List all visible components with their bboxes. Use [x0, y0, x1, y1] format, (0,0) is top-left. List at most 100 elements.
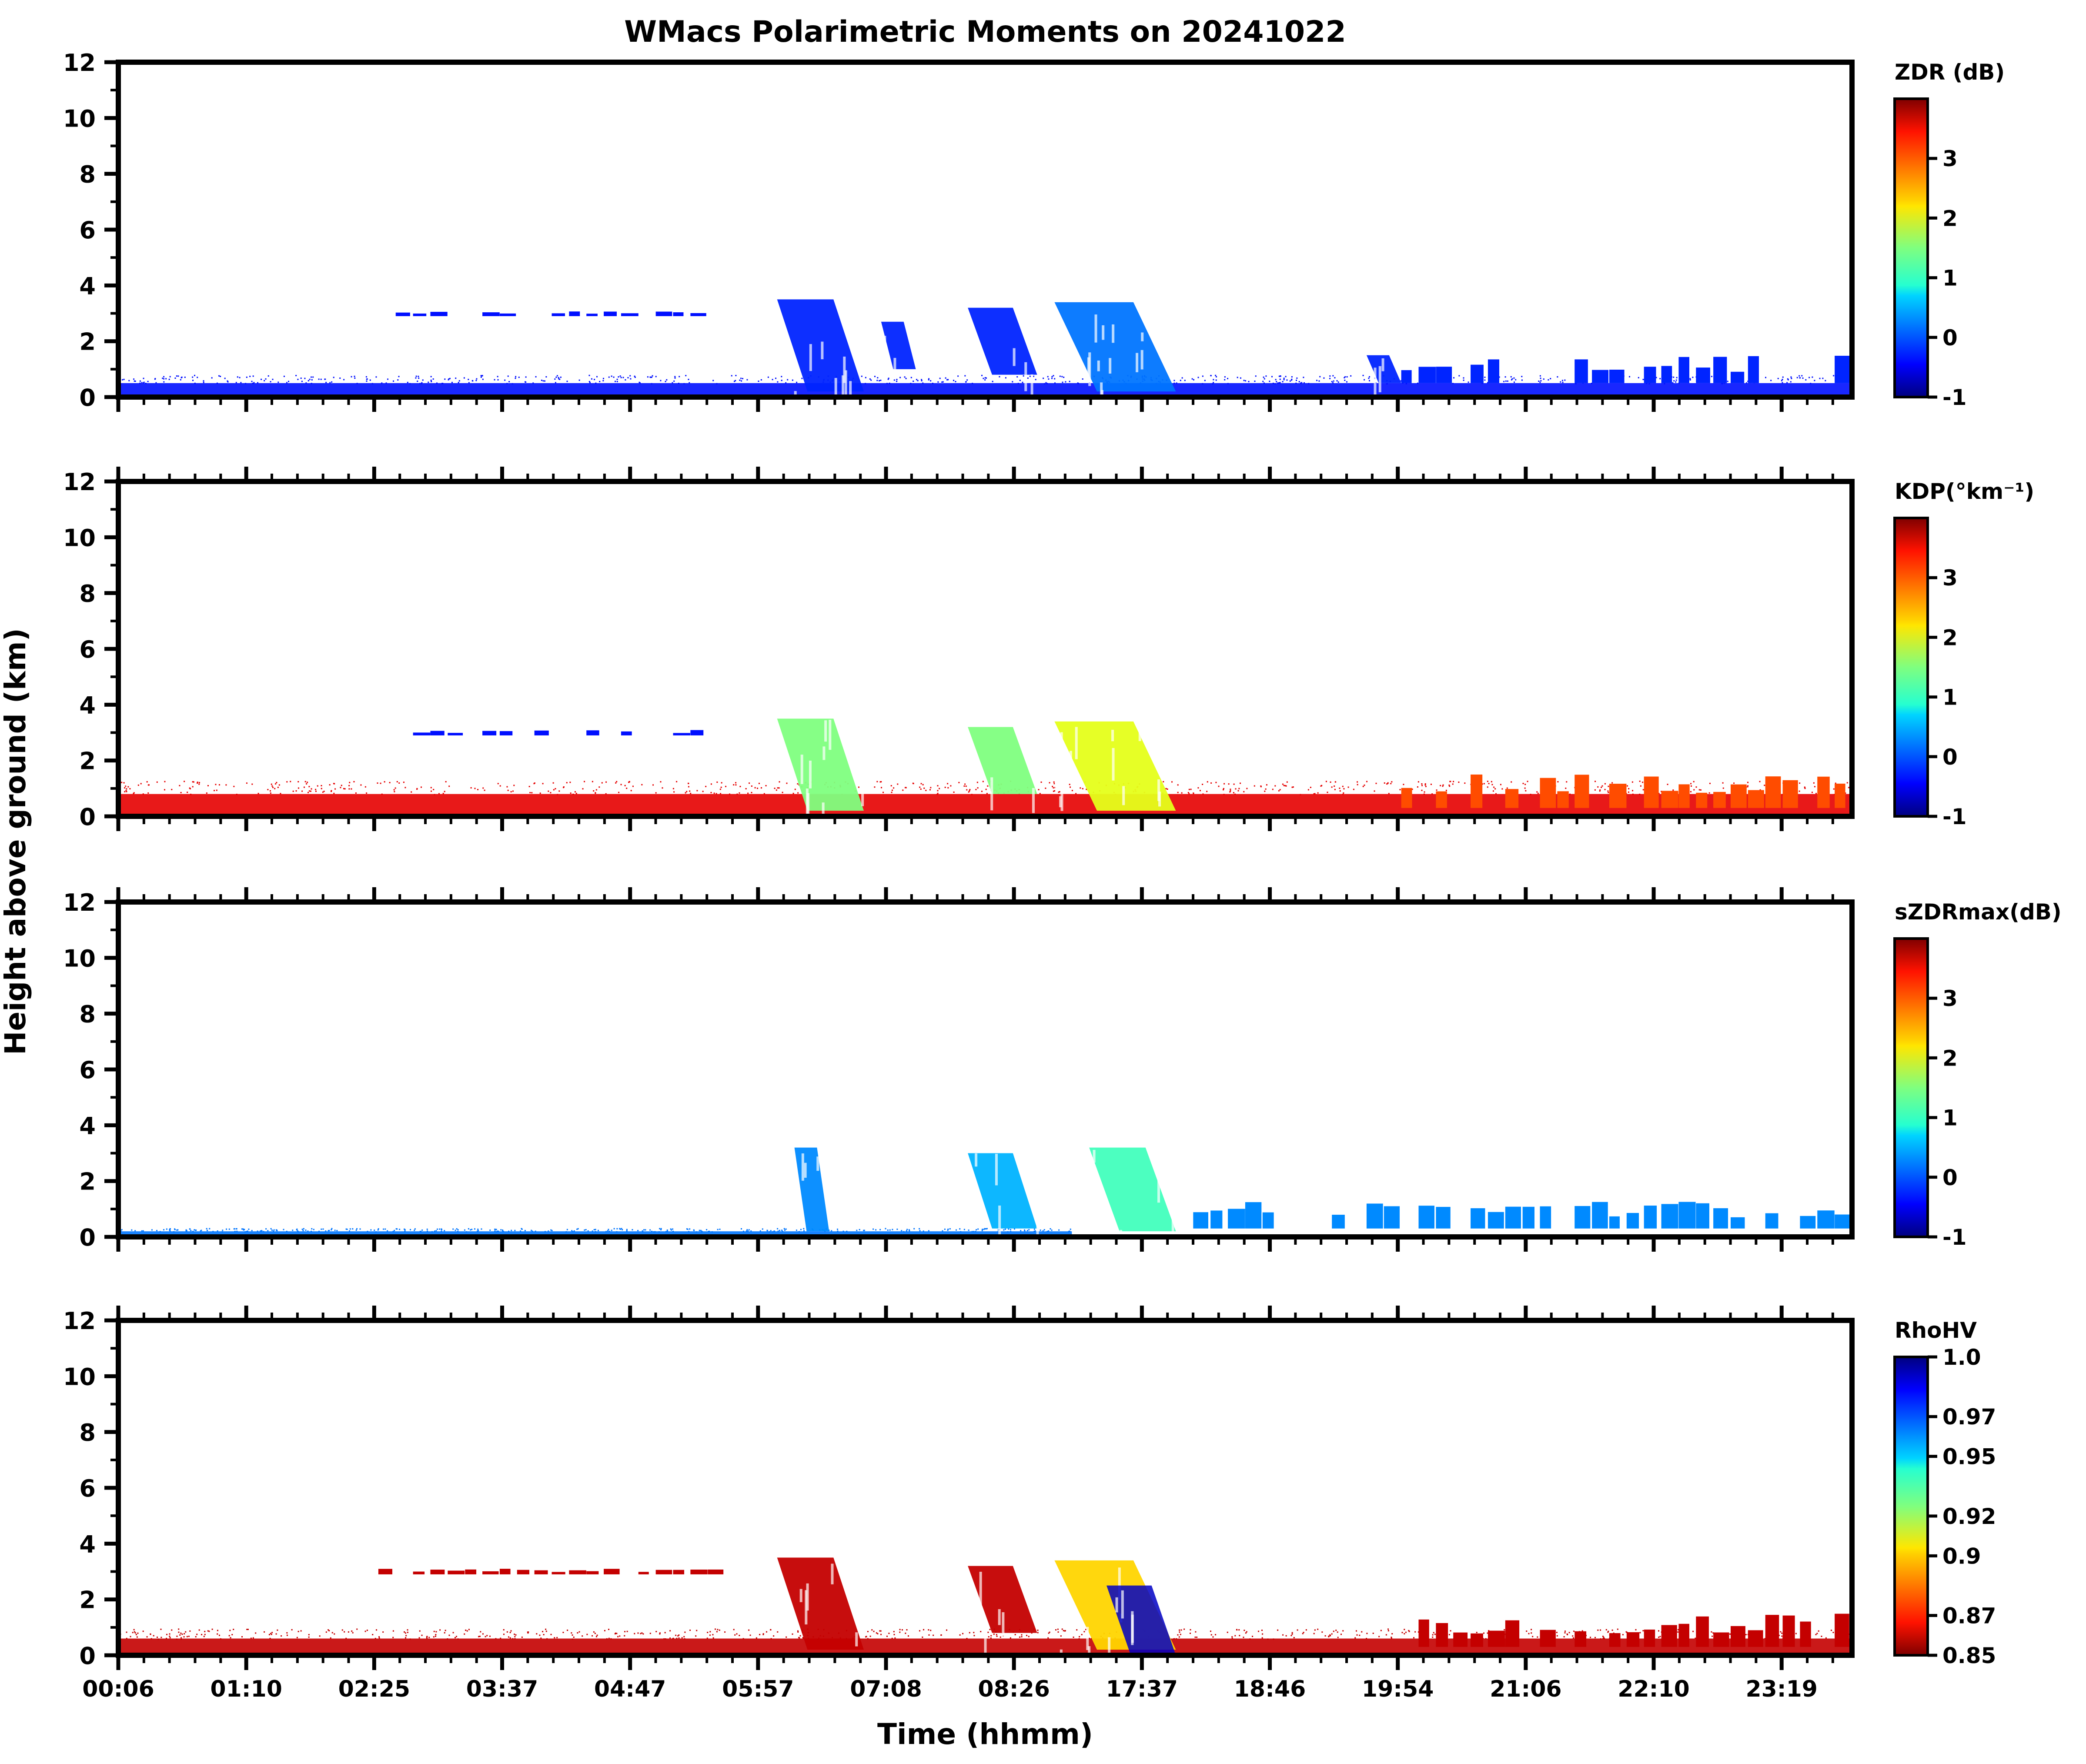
speckle [1799, 790, 1800, 792]
speckle [344, 788, 346, 790]
gap [1093, 1149, 1096, 1163]
speckle [176, 375, 177, 377]
gap [829, 720, 832, 750]
speckle [1073, 1636, 1074, 1638]
speckle [566, 1229, 568, 1230]
speckle [468, 1228, 469, 1229]
speckle [1265, 375, 1267, 377]
layer-segment [1540, 1206, 1551, 1229]
speckle [1082, 788, 1083, 789]
speckle [594, 1633, 596, 1634]
speckle [168, 378, 170, 380]
speckle [1628, 791, 1629, 793]
speckle [392, 1231, 394, 1233]
speckle [376, 1629, 378, 1631]
speckle [896, 381, 898, 382]
speckle [1450, 781, 1451, 782]
speckle [1625, 1631, 1627, 1633]
speckle [1327, 792, 1328, 793]
speckle [1604, 783, 1606, 785]
speckle [1058, 1229, 1060, 1231]
speckle [154, 378, 156, 380]
speckle [1237, 377, 1238, 378]
speckle [428, 381, 429, 383]
speckle [748, 1629, 750, 1631]
speckle [133, 1629, 135, 1630]
speckle [1655, 377, 1657, 378]
speckle [920, 783, 922, 785]
speckle [394, 791, 395, 792]
speckle [484, 789, 485, 791]
speckle [1305, 1629, 1307, 1631]
speckle [474, 788, 476, 789]
speckle [760, 787, 762, 789]
speckle [1068, 1230, 1070, 1232]
speckle [1557, 781, 1559, 783]
speckle [565, 1231, 567, 1233]
speckle [1234, 793, 1236, 795]
speckle [1709, 782, 1711, 784]
layer-segment [1782, 1615, 1795, 1647]
speckle [396, 1228, 398, 1230]
speckle [431, 790, 432, 792]
speckle [156, 1229, 158, 1231]
speckle [1033, 1228, 1035, 1230]
speckle [419, 1230, 421, 1232]
speckle [560, 376, 562, 378]
speckle [1449, 785, 1451, 787]
speckle [628, 781, 630, 783]
speckle [913, 1228, 915, 1229]
speckle [321, 788, 322, 789]
speckle [1648, 383, 1650, 384]
speckle [1330, 781, 1331, 783]
gap [843, 356, 846, 383]
speckle [946, 1629, 948, 1631]
colorbar-tick-label: 0 [1942, 745, 1958, 770]
gap [801, 1153, 804, 1181]
speckle [1448, 784, 1450, 786]
speckle [456, 1228, 458, 1230]
speckle [179, 1634, 181, 1636]
layer-segment [1505, 789, 1519, 808]
speckle [558, 377, 559, 378]
speckle [444, 791, 445, 792]
speckle [372, 1634, 374, 1636]
speckle [178, 1628, 180, 1630]
speckle [1037, 1632, 1039, 1634]
speckle [264, 380, 265, 381]
layer-segment [1782, 780, 1798, 808]
speckle [1815, 793, 1817, 795]
speckle [637, 1632, 639, 1634]
colorbar-tick-label: 0.85 [1942, 1643, 1996, 1668]
speckle [1334, 785, 1335, 787]
speckle [939, 378, 941, 379]
speckle [1390, 783, 1392, 785]
speckle [181, 1638, 182, 1640]
speckle [985, 1228, 987, 1230]
speckle [375, 376, 377, 378]
layer-segment [1609, 784, 1627, 808]
speckle [678, 1637, 680, 1639]
speckle [1372, 1632, 1374, 1634]
colorbar-tick-label: 3 [1942, 565, 1958, 591]
speckle [295, 375, 297, 377]
speckle [1331, 786, 1333, 788]
speckle [1556, 1632, 1558, 1634]
speckle [1334, 377, 1336, 379]
speckle [1272, 382, 1274, 384]
speckle [160, 1637, 162, 1638]
speckle [1399, 789, 1401, 791]
y-tick-label: 8 [79, 161, 96, 188]
speckle [222, 1229, 224, 1231]
speckle [1196, 1637, 1198, 1638]
speckle [1595, 781, 1596, 782]
speckle [426, 1636, 428, 1638]
speckle [1019, 380, 1021, 381]
speckle [1805, 379, 1807, 381]
speckle [1202, 783, 1203, 785]
speckle [689, 790, 691, 792]
speckle [1333, 380, 1334, 382]
speckle [1240, 377, 1241, 379]
speckle [707, 1631, 709, 1633]
gap [1157, 1174, 1160, 1203]
